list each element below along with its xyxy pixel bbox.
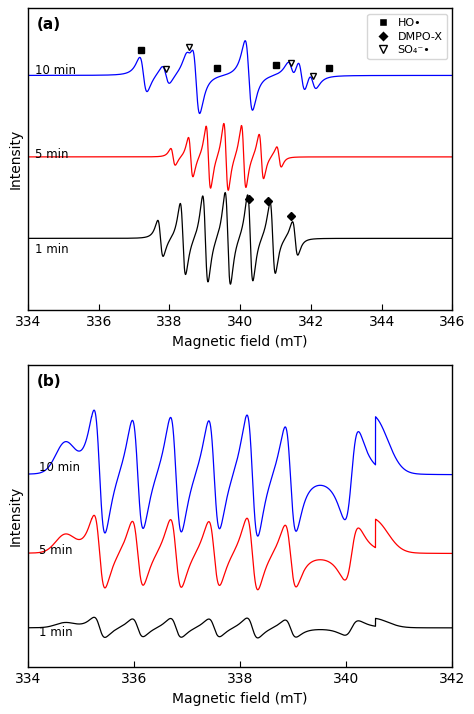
X-axis label: Magnetic field (mT): Magnetic field (mT) [173,335,308,348]
Text: 1 min: 1 min [38,625,72,639]
Text: 10 min: 10 min [35,64,76,77]
Text: 10 min: 10 min [38,461,80,474]
Text: (a): (a) [36,17,61,32]
Text: 1 min: 1 min [35,243,69,256]
Legend: HO•, DMPO-X, SO₄⁻•: HO•, DMPO-X, SO₄⁻• [367,14,447,59]
Y-axis label: Intensity: Intensity [9,486,22,546]
Text: 5 min: 5 min [35,149,68,161]
Y-axis label: Intensity: Intensity [9,129,22,189]
Text: 5 min: 5 min [38,544,72,558]
Text: (b): (b) [36,374,61,389]
X-axis label: Magnetic field (mT): Magnetic field (mT) [173,692,308,705]
